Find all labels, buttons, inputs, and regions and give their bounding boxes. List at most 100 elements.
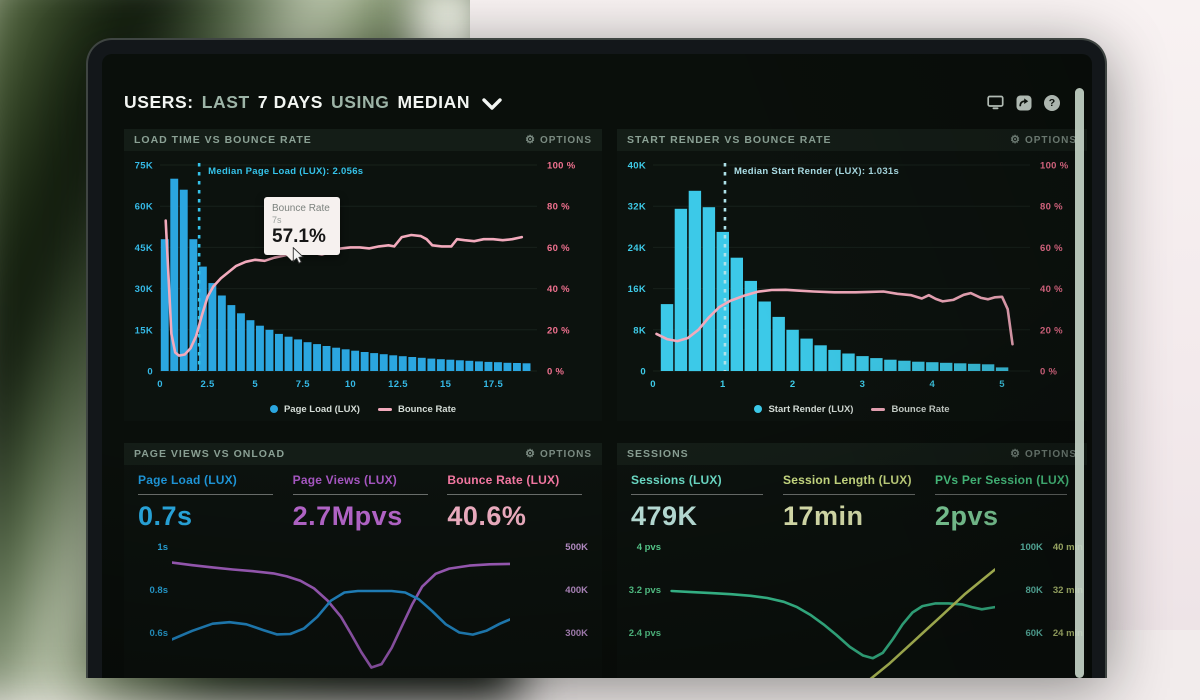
panel-start-render-header: START RENDER VS BOUNCE RATE ⚙ OPTIONS: [617, 129, 1087, 151]
header-seg-last: LAST: [201, 92, 250, 112]
metric-underline: [631, 494, 764, 495]
help-icon[interactable]: ?: [1044, 94, 1060, 111]
pageviews-axis-right: 500K 400K 300K: [565, 542, 588, 639]
tooltip-sub: 7s: [272, 215, 282, 225]
options-button[interactable]: ⚙ OPTIONS: [525, 447, 592, 460]
panel-title: PAGE VIEWS VS ONLOAD: [134, 448, 286, 460]
gear-icon: ⚙: [1010, 133, 1021, 146]
svg-text:3: 3: [860, 379, 866, 390]
svg-text:8K: 8K: [633, 325, 646, 336]
sessions-metrics: Sessions (LUX) 479K Session Length (LUX)…: [617, 465, 1087, 532]
panel-load-time-header: LOAD TIME VS BOUNCE RATE ⚙ OPTIONS: [124, 129, 602, 151]
metric-underline: [138, 494, 274, 495]
svg-text:20 %: 20 %: [1040, 325, 1063, 336]
pageviews-axis-left: 1s 0.8s 0.6s: [149, 542, 169, 639]
svg-text:20 %: 20 %: [547, 325, 570, 336]
vertical-scrollbar[interactable]: [1075, 88, 1084, 678]
svg-text:5: 5: [252, 379, 258, 390]
svg-text:60 %: 60 %: [1040, 243, 1063, 254]
legend-start-render[interactable]: Start Render (LUX): [754, 404, 853, 415]
panel-title: SESSIONS: [627, 448, 689, 460]
metric-page-load: Page Load (LUX) 0.7s: [138, 473, 279, 532]
svg-text:1: 1: [720, 379, 726, 390]
cursor-icon: [292, 247, 304, 264]
header-seg-using: USING: [331, 92, 390, 112]
sessions-axis-left: 4 pvs 3.2 pvs 2.4 pvs: [628, 542, 661, 639]
sessions-axis-right: 100K 40 min 80K 32 min 60K 24 min: [1020, 542, 1083, 639]
svg-text:7.5: 7.5: [296, 379, 311, 390]
bounce-rate-tooltip: Bounce Rate 7s 57.1%: [264, 197, 340, 261]
svg-text:0 %: 0 %: [547, 367, 565, 378]
start-render-chart[interactable]: 0 0 % 8K 20 % 16K 40 % 24K 60 % 32K 80 % 40K 100 % 0…: [617, 151, 1080, 397]
panel-pageviews-header: PAGE VIEWS VS ONLOAD ⚙ OPTIONS: [124, 443, 602, 465]
svg-text:100 %: 100 %: [547, 161, 576, 172]
svg-text:Median Start Render (LUX): 1.0: Median Start Render (LUX): 1.031s: [734, 166, 899, 177]
legend-page-load[interactable]: Page Load (LUX): [269, 404, 360, 415]
svg-text:0: 0: [157, 379, 163, 390]
svg-text:17.5: 17.5: [483, 379, 503, 390]
svg-text:100 %: 100 %: [1040, 161, 1069, 172]
users-range-dropdown[interactable]: USERS: LAST 7 DAYS USING MEDIAN: [124, 92, 502, 113]
svg-text:5: 5: [999, 379, 1005, 390]
tooltip-value: 57.1%: [272, 226, 326, 247]
metric-bounce-rate: Bounce Rate (LUX) 40.6%: [447, 473, 588, 532]
svg-text:15K: 15K: [135, 325, 153, 336]
sessions-sparkline[interactable]: [665, 540, 995, 678]
svg-text:2.5: 2.5: [201, 379, 216, 390]
legend-bounce-rate[interactable]: Bounce Rate: [377, 404, 456, 415]
pageviews-metrics: Page Load (LUX) 0.7s Page Views (LUX) 2.…: [124, 465, 602, 532]
chevron-down-icon: [482, 97, 502, 110]
header-seg-7days: 7 DAYS: [257, 92, 324, 112]
svg-text:75K: 75K: [135, 161, 153, 172]
dashboard-header: USERS: LAST 7 DAYS USING MEDIAN: [124, 92, 1060, 113]
gear-icon: ⚙: [525, 133, 536, 146]
legend-dash: [871, 407, 886, 411]
options-button[interactable]: ⚙ OPTIONS: [1010, 133, 1077, 146]
svg-text:40K: 40K: [628, 161, 646, 172]
panel-sessions: SESSIONS ⚙ OPTIONS Sessions (LUX) 479K: [617, 443, 1087, 678]
metric-underline: [935, 494, 1068, 495]
metric-session-length: Session Length (LUX) 17min: [783, 473, 921, 532]
legend-bounce-rate[interactable]: Bounce Rate: [871, 404, 950, 415]
svg-text:12.5: 12.5: [388, 379, 408, 390]
svg-text:16K: 16K: [628, 284, 646, 295]
metric-page-views: Page Views (LUX) 2.7Mpvs: [292, 473, 434, 532]
svg-text:0: 0: [650, 379, 656, 390]
svg-text:40 %: 40 %: [547, 284, 570, 295]
header-seg-median: MEDIAN: [397, 92, 471, 112]
options-button[interactable]: ⚙ OPTIONS: [525, 133, 592, 146]
panel-sessions-header: SESSIONS ⚙ OPTIONS: [617, 443, 1087, 465]
svg-text:0: 0: [640, 367, 646, 378]
tooltip-title: Bounce Rate: [272, 203, 330, 214]
svg-text:4: 4: [929, 379, 935, 390]
panel-pageviews-onload: PAGE VIEWS VS ONLOAD ⚙ OPTIONS Page Load…: [124, 443, 602, 678]
load-time-chart[interactable]: 0 0 % 15K 20 % 30K 40 % 45K 60 % 60K 80 % 75K 100 %…: [124, 151, 587, 397]
svg-text:2: 2: [790, 379, 796, 390]
svg-text:45K: 45K: [135, 243, 153, 254]
laptop-screen: USERS: LAST 7 DAYS USING MEDIAN: [102, 54, 1092, 678]
svg-text:32K: 32K: [628, 202, 646, 213]
panel-title: LOAD TIME VS BOUNCE RATE: [134, 134, 312, 146]
svg-text:80 %: 80 %: [1040, 202, 1063, 213]
svg-text:24K: 24K: [628, 243, 646, 254]
svg-text:10: 10: [345, 379, 356, 390]
metric-pvs-per-session: PVs Per Session (LUX) 2pvs: [935, 473, 1070, 531]
svg-text:40 %: 40 %: [1040, 284, 1063, 295]
svg-text:60 %: 60 %: [547, 243, 570, 254]
svg-text:60K: 60K: [135, 202, 153, 213]
svg-text:30K: 30K: [135, 284, 153, 295]
share-icon[interactable]: [1015, 95, 1033, 111]
svg-text:0: 0: [147, 367, 153, 378]
load-time-legend: Page Load (LUX) Bounce Rate: [124, 397, 602, 421]
options-button[interactable]: ⚙ OPTIONS: [1010, 447, 1077, 460]
pageviews-sparkline[interactable]: [172, 540, 510, 678]
laptop-frame: USERS: LAST 7 DAYS USING MEDIAN: [86, 38, 1107, 678]
legend-dot: [754, 405, 763, 413]
display-icon[interactable]: [986, 95, 1004, 111]
legend-dash: [377, 407, 392, 411]
metric-sessions: Sessions (LUX) 479K: [631, 473, 769, 532]
gear-icon: ⚙: [1010, 447, 1021, 460]
start-render-legend: Start Render (LUX) Bounce Rate: [617, 397, 1087, 421]
metric-underline: [447, 494, 583, 495]
